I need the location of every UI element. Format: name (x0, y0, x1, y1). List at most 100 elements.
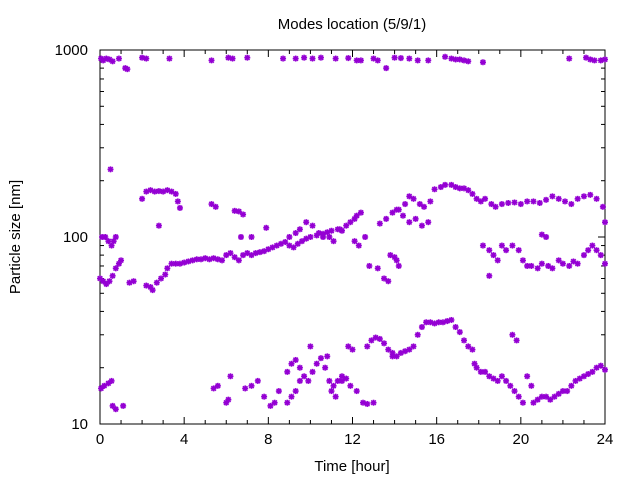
data-point (242, 385, 249, 392)
data-point (515, 393, 522, 400)
data-point (517, 201, 524, 208)
data-point (549, 265, 556, 272)
data-point (284, 399, 291, 406)
data-point (305, 377, 312, 384)
data-point (602, 219, 608, 226)
data-point (461, 337, 468, 344)
data-point (381, 275, 388, 282)
data-point (292, 356, 299, 363)
data-point (494, 377, 501, 384)
data-point (235, 208, 242, 215)
data-point (494, 257, 501, 264)
data-point (362, 234, 369, 240)
data-point (402, 201, 409, 208)
data-point (479, 59, 486, 66)
data-point (599, 203, 606, 210)
data-point (326, 377, 333, 384)
data-point (210, 385, 217, 392)
data-point (292, 230, 299, 237)
data-point (418, 324, 425, 331)
data-point (555, 257, 562, 264)
data-point (414, 331, 421, 338)
data-point (530, 198, 537, 205)
data-point (400, 212, 406, 219)
data-point (115, 55, 122, 62)
data-point (425, 219, 432, 226)
data-point (130, 278, 137, 285)
plot-frame (99, 49, 606, 425)
data-point (303, 219, 310, 226)
y-tick-label: 10 (71, 416, 88, 433)
data-point (406, 193, 413, 200)
data-point (602, 56, 608, 63)
data-point (330, 382, 337, 389)
data-point (473, 195, 480, 202)
data-point (564, 388, 571, 395)
data-point (307, 343, 314, 350)
data-point (469, 190, 476, 197)
data-point (370, 399, 377, 406)
x-axis-ticks: 0 4 8 12 16 20 24 (96, 50, 614, 448)
data-point (492, 203, 499, 210)
data-point (406, 219, 413, 226)
data-point (479, 242, 486, 249)
data-point (381, 340, 388, 347)
data-point (414, 57, 421, 64)
data-point (143, 55, 150, 62)
data-point (465, 187, 472, 194)
data-point (482, 195, 489, 202)
data-point (490, 252, 497, 259)
data-point (109, 272, 116, 279)
data-point (357, 57, 364, 64)
data-point (212, 203, 219, 210)
data-point (97, 275, 103, 282)
data-point (376, 220, 383, 227)
data-point (284, 368, 291, 375)
data-point (322, 364, 329, 371)
data-point (290, 244, 297, 251)
data-point (292, 55, 299, 62)
data-point (254, 377, 261, 384)
data-point (345, 55, 352, 62)
data-point (107, 166, 114, 173)
data-point (158, 275, 165, 282)
data-point (566, 262, 573, 269)
data-point (452, 56, 459, 63)
data-point (442, 53, 449, 60)
data-points (97, 53, 608, 413)
data-point (240, 211, 247, 218)
data-point (109, 58, 116, 65)
data-point (566, 55, 573, 62)
data-point (286, 234, 293, 240)
data-point (271, 399, 278, 406)
data-point (351, 238, 358, 245)
data-point (118, 257, 125, 264)
data-point (498, 242, 505, 249)
data-point (106, 278, 113, 285)
data-point (330, 238, 337, 245)
data-point (482, 368, 489, 375)
data-point (519, 257, 526, 264)
data-point (536, 199, 543, 206)
data-point (164, 265, 171, 272)
data-point (261, 393, 268, 400)
data-point (345, 343, 352, 350)
data-point (176, 204, 183, 211)
data-point (391, 54, 398, 61)
x-tick-label: 24 (597, 431, 614, 448)
data-point (471, 360, 478, 367)
data-point (490, 375, 497, 382)
data-point (120, 402, 127, 409)
data-point (101, 382, 108, 389)
data-point (580, 193, 587, 200)
data-point (465, 343, 472, 350)
data-point (153, 279, 160, 286)
data-point (393, 206, 400, 213)
x-tick-label: 0 (96, 431, 104, 448)
data-point (559, 260, 566, 267)
data-point (326, 234, 333, 240)
data-point (282, 239, 289, 246)
data-point (503, 377, 510, 384)
data-point (383, 215, 390, 222)
data-point (534, 265, 541, 272)
